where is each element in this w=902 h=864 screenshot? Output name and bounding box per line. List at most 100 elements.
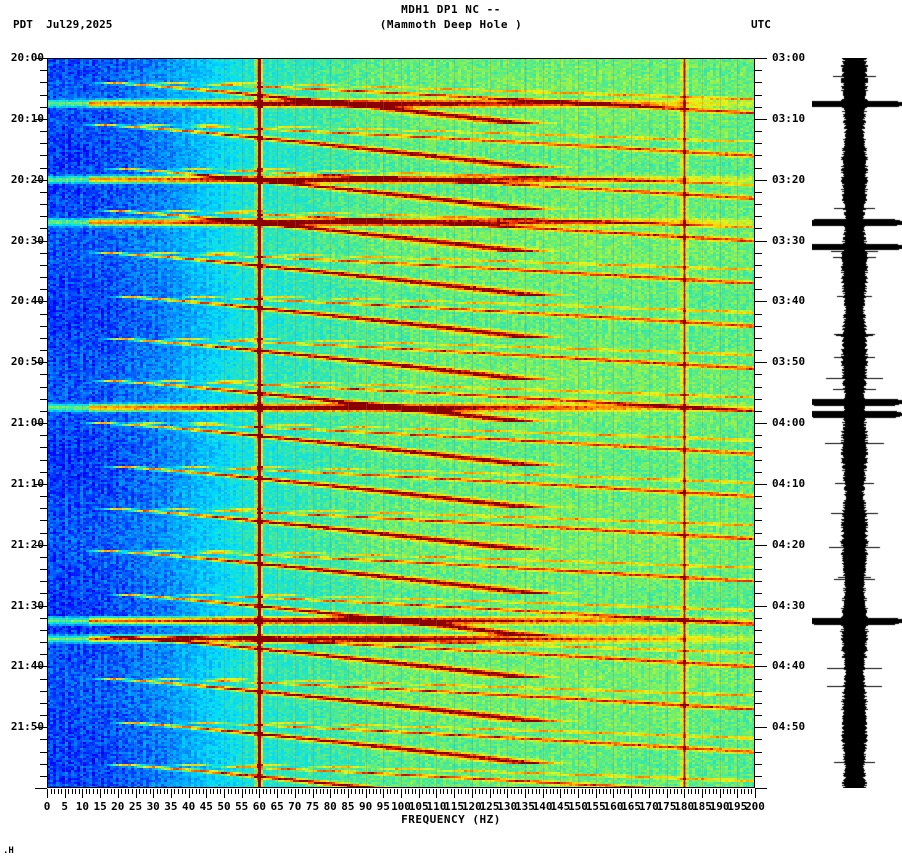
y-tick-minor-right <box>755 387 762 388</box>
y-tick-minor-right <box>755 776 762 777</box>
x-tick-label: 160 <box>603 800 624 813</box>
y-tick-label-left: 20:40 <box>10 294 44 308</box>
x-tick-minor <box>585 789 586 794</box>
y-tick-minor-right <box>755 752 762 753</box>
x-tick-minor <box>362 789 363 794</box>
x-tick-minor <box>698 789 699 794</box>
y-tick-minor-right <box>755 216 762 217</box>
y-tick-minor-right <box>755 581 762 582</box>
y-tick-minor-left <box>40 107 47 108</box>
page-subtitle: (Mammoth Deep Hole ) <box>379 18 523 31</box>
y-tick-minor-left <box>40 496 47 497</box>
y-tick-minor-left <box>40 618 47 619</box>
x-tick-minor <box>451 789 452 794</box>
x-tick-minor <box>351 789 352 794</box>
x-axis-title: FREQUENCY (HZ) <box>401 813 501 826</box>
x-tick-minor <box>97 789 98 794</box>
y-tick-minor-right <box>755 764 762 765</box>
corner-artifact-mark: .H <box>3 846 14 856</box>
y-tick-minor-left <box>40 581 47 582</box>
y-tick-minor-left <box>40 435 47 436</box>
x-tick-minor <box>245 789 246 794</box>
x-tick-minor <box>68 789 69 794</box>
y-tick-minor-left <box>40 338 47 339</box>
x-tick-label: 20 <box>111 800 125 813</box>
spectrogram-canvas[interactable] <box>47 58 755 788</box>
y-tick-minor-right <box>755 739 762 740</box>
y-tick-minor-left <box>40 289 47 290</box>
x-tick-minor <box>355 789 356 794</box>
y-tick-label-left: 21:40 <box>10 659 44 673</box>
y-tick-label-right: 03:00 <box>772 51 806 64</box>
x-tick-major <box>171 789 172 798</box>
y-tick-minor-right <box>755 70 762 71</box>
x-tick-major <box>224 789 225 798</box>
x-tick-major <box>82 789 83 798</box>
x-tick-major <box>189 789 190 798</box>
x-tick-minor <box>677 789 678 794</box>
x-tick-minor <box>751 789 752 794</box>
y-tick-minor-left <box>40 593 47 594</box>
y-tick-major-left <box>35 301 47 302</box>
y-tick-minor-right <box>755 520 762 521</box>
x-tick-minor <box>663 789 664 794</box>
x-tick-minor <box>652 789 653 794</box>
x-tick-minor <box>238 789 239 794</box>
x-tick-minor <box>433 789 434 794</box>
x-tick-minor <box>58 789 59 794</box>
x-tick-minor <box>164 789 165 794</box>
x-tick-minor <box>210 789 211 794</box>
y-tick-minor-right <box>755 496 762 497</box>
x-tick-minor <box>178 789 179 794</box>
x-tick-minor <box>645 789 646 794</box>
x-tick-minor <box>316 789 317 794</box>
x-tick-minor <box>458 789 459 794</box>
x-tick-label: 0 <box>43 800 51 813</box>
x-tick-major <box>613 789 614 798</box>
x-tick-minor <box>730 789 731 794</box>
x-tick-minor <box>405 789 406 794</box>
x-tick-minor <box>603 789 604 794</box>
y-tick-minor-right <box>755 557 762 558</box>
x-tick-minor <box>167 789 168 794</box>
y-tick-major-right <box>755 484 767 485</box>
x-tick-label: 110 <box>426 800 447 813</box>
x-tick-minor <box>674 789 675 794</box>
y-tick-major-right <box>755 362 767 363</box>
x-tick-minor <box>390 789 391 794</box>
x-tick-major <box>755 789 756 798</box>
x-tick-major <box>436 789 437 798</box>
y-tick-major-left <box>35 666 47 667</box>
y-tick-minor-right <box>755 691 762 692</box>
x-tick-minor <box>288 789 289 794</box>
x-tick-minor <box>504 789 505 794</box>
y-tick-major-right <box>755 545 767 546</box>
x-tick-minor <box>447 789 448 794</box>
x-tick-label: 145 <box>550 800 571 813</box>
x-tick-minor <box>72 789 73 794</box>
x-tick-minor <box>415 789 416 794</box>
spectrogram-plot[interactable] <box>47 58 755 788</box>
y-tick-minor-right <box>755 460 762 461</box>
x-tick-label: 180 <box>674 800 695 813</box>
x-tick-minor <box>51 789 52 794</box>
y-tick-minor-right <box>755 131 762 132</box>
y-tick-label-right: 03:20 <box>772 172 806 186</box>
x-tick-minor <box>511 789 512 794</box>
x-tick-major <box>596 789 597 798</box>
x-tick-major <box>667 789 668 798</box>
x-tick-minor <box>734 789 735 794</box>
x-tick-label: 135 <box>514 800 535 813</box>
y-tick-minor-left <box>40 569 47 570</box>
x-tick-minor <box>546 789 547 794</box>
y-tick-minor-left <box>40 131 47 132</box>
y-tick-minor-right <box>755 399 762 400</box>
y-tick-minor-left <box>40 630 47 631</box>
x-tick-label: 70 <box>288 800 302 813</box>
x-tick-minor <box>369 789 370 794</box>
x-tick-minor <box>468 789 469 794</box>
x-tick-minor <box>422 789 423 794</box>
x-tick-minor <box>426 789 427 794</box>
y-tick-label-left: 20:30 <box>10 233 44 247</box>
x-tick-label: 65 <box>270 800 284 813</box>
